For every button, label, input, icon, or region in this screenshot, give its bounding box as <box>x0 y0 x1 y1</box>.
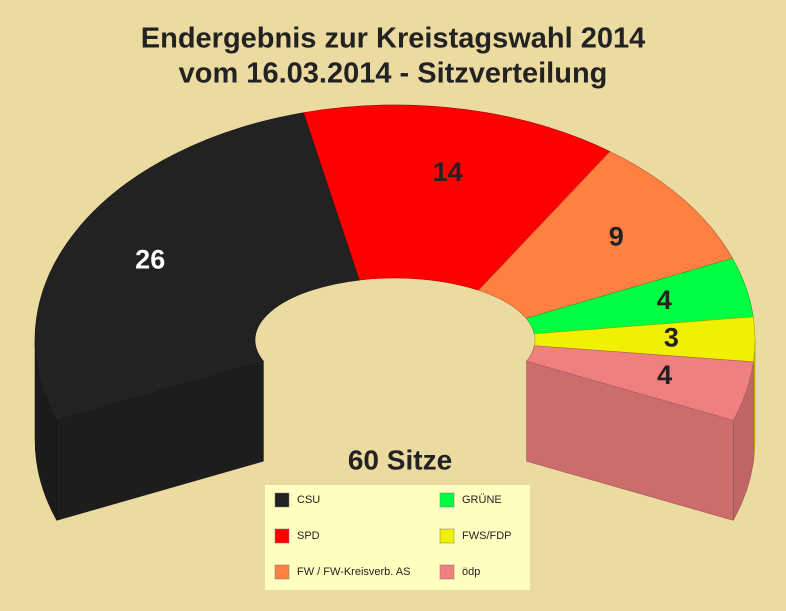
legend-swatch <box>439 564 455 580</box>
legend: CSU SPD FW / FW-Kreisverb. AS GRÜNE FWS/FDP ö… <box>274 492 512 580</box>
legend-label: FW / FW-Kreisverb. AS <box>297 566 410 578</box>
legend-swatch <box>439 528 455 544</box>
chart-subtitle: vom 16.03.2014 - Sitzverteilung <box>179 58 608 90</box>
donut: 26 14 9 4 3 4 <box>34 104 756 522</box>
legend-box <box>265 485 530 590</box>
legend-label: CSU <box>297 494 320 506</box>
legend-swatch <box>274 528 290 544</box>
value-label: 14 <box>433 157 463 187</box>
value-label: 3 <box>664 323 679 353</box>
legend-label: SPD <box>297 530 320 542</box>
slice <box>526 345 754 421</box>
legend-swatch <box>274 492 290 508</box>
value-label: 9 <box>609 222 624 252</box>
slice <box>34 112 360 421</box>
legend-label: GRÜNE <box>462 494 502 506</box>
legend-swatch <box>274 564 290 580</box>
slice <box>303 104 611 291</box>
value-label: 4 <box>657 285 672 315</box>
legend-label: ödp <box>462 566 480 578</box>
value-label: 26 <box>135 245 165 275</box>
value-label: 4 <box>657 360 672 390</box>
legend-swatch <box>439 492 455 508</box>
center-label: 60 Sitze <box>348 444 452 475</box>
chart-title: Endergebnis zur Kreistagswahl 2014 <box>141 23 645 55</box>
legend-label: FWS/FDP <box>462 530 512 542</box>
